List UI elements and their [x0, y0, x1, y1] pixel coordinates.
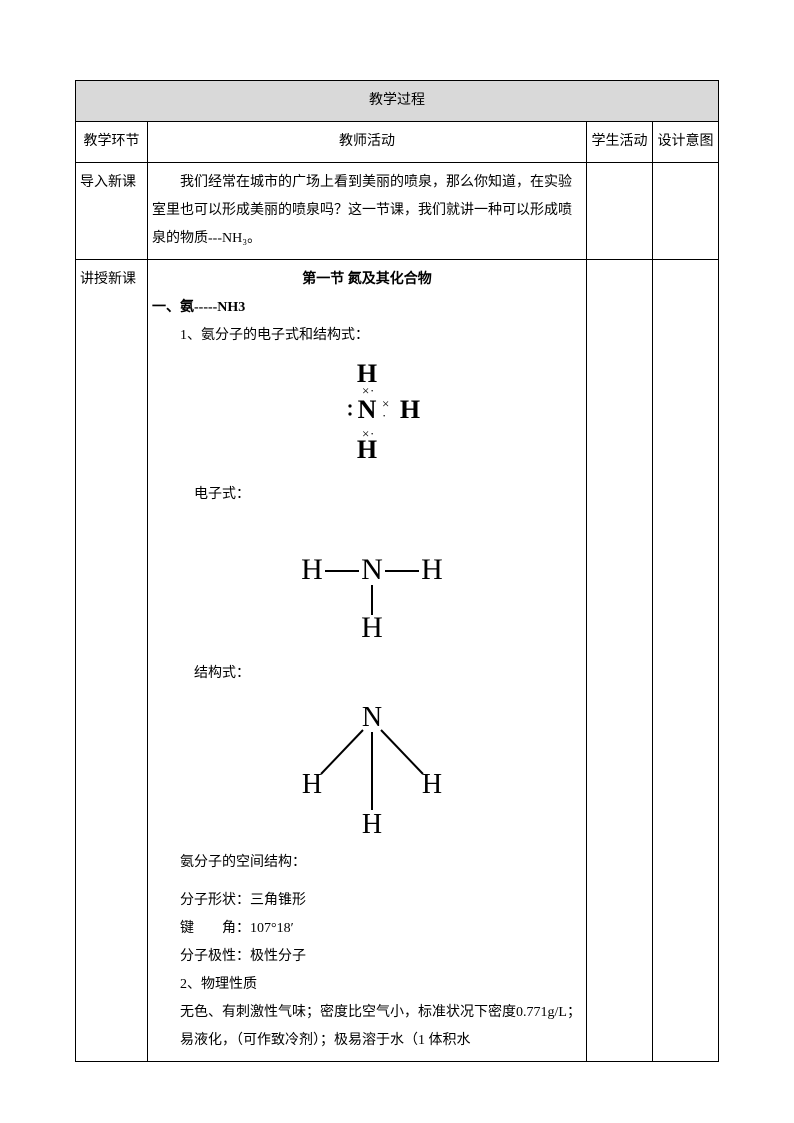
svg-text:H: H	[301, 553, 323, 586]
shape-line: 分子形状：三角锥形	[152, 887, 582, 915]
col-teacher: 教师活动	[148, 122, 587, 163]
intro-content: 我们经常在城市的广场上看到美丽的喷泉，那么你知道，在实验室里也可以形成美丽的喷泉…	[148, 163, 587, 260]
lecture-title: 第一节 氮及其化合物	[152, 266, 582, 294]
svg-text:N: N	[362, 702, 382, 733]
col-student: 学生活动	[587, 122, 653, 163]
process-header: 教学过程	[76, 81, 719, 122]
svg-text:·: ·	[370, 383, 374, 398]
col-design: 设计意图	[653, 122, 719, 163]
svg-text:H: H	[302, 769, 322, 800]
section-1: 一、氨-----NH3	[152, 294, 582, 322]
col-stage: 教学环节	[76, 122, 148, 163]
intro-design	[653, 163, 719, 260]
lecture-content: 第一节 氮及其化合物 一、氨-----NH3 1、氨分子的电子式和结构式： N …	[148, 260, 587, 1062]
svg-text:N: N	[361, 553, 383, 586]
lecture-student	[587, 260, 653, 1062]
intro-label: 导入新课	[76, 163, 148, 260]
svg-text:H: H	[400, 395, 420, 424]
svg-text:N: N	[358, 395, 377, 424]
spatial-label: 氨分子的空间结构：	[152, 849, 582, 877]
lewis-diagram: N H H H ×· ×· ×·	[152, 360, 582, 481]
lesson-plan-table: 教学过程 教学环节 教师活动 学生活动 设计意图 导入新课 我们经常在城市的广场…	[75, 80, 719, 1062]
svg-text:×: ×	[362, 426, 369, 441]
electron-label: 电子式：	[152, 487, 250, 502]
svg-text:H: H	[422, 769, 442, 800]
lecture-row: 讲授新课 第一节 氮及其化合物 一、氨-----NH3 1、氨分子的电子式和结构…	[76, 260, 719, 1062]
svg-text:·: ·	[382, 408, 386, 423]
spatial-diagram: N H H H	[152, 698, 582, 849]
svg-text:H: H	[421, 553, 443, 586]
intro-row: 导入新课 我们经常在城市的广场上看到美丽的喷泉，那么你知道，在实验室里也可以形成…	[76, 163, 719, 260]
lecture-design	[653, 260, 719, 1062]
process-header-row: 教学过程	[76, 81, 719, 122]
structural-diagram: H N H H	[152, 539, 582, 660]
svg-text:·: ·	[370, 426, 374, 441]
intro-text: 我们经常在城市的广场上看到美丽的喷泉，那么你知道，在实验室里也可以形成美丽的喷泉…	[152, 169, 582, 253]
intro-student	[587, 163, 653, 260]
polarity-line: 分子极性：极性分子	[152, 943, 582, 971]
angle-line: 键 角：107°18′	[152, 915, 582, 943]
physical-text: 无色、有刺激性气味；密度比空气小，标准状况下密度0.771g/L；易液化，（可作…	[152, 999, 582, 1055]
point-1: 1、氨分子的电子式和结构式：	[152, 322, 582, 350]
svg-text:H: H	[362, 809, 382, 838]
point-2: 2、物理性质	[152, 971, 582, 999]
column-header-row: 教学环节 教师活动 学生活动 设计意图	[76, 122, 719, 163]
svg-text:×: ×	[362, 383, 369, 398]
structural-label: 结构式：	[152, 666, 250, 681]
svg-text:H: H	[361, 611, 383, 644]
lecture-label: 讲授新课	[76, 260, 148, 1062]
